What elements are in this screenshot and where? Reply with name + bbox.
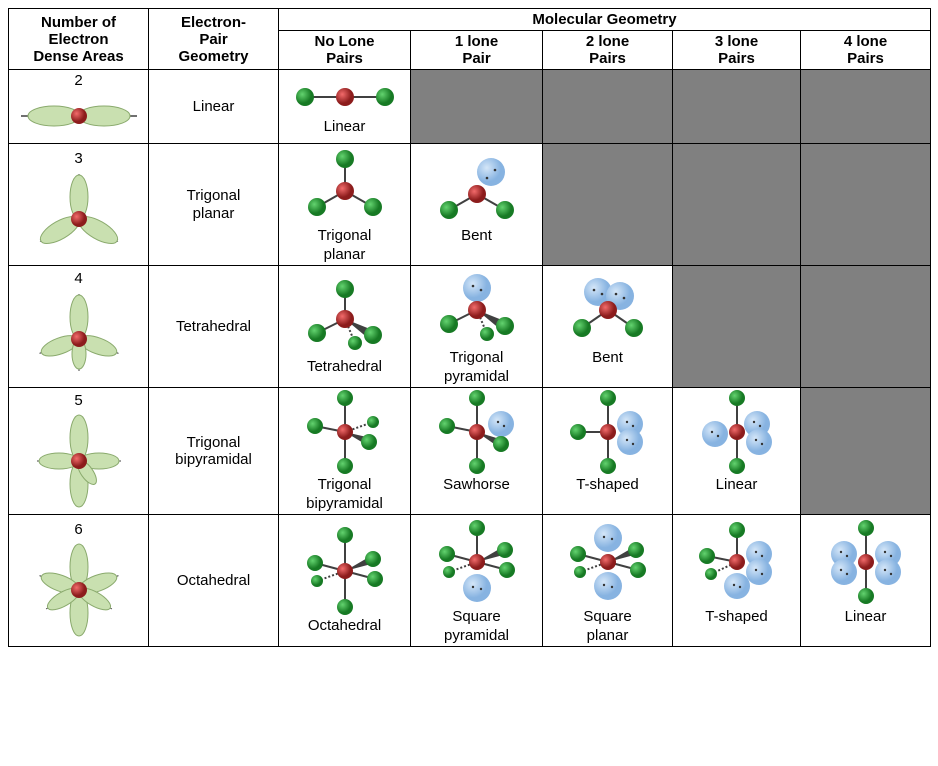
lobe-diagram-3-icon — [24, 169, 134, 259]
geometry-cell: T-shaped — [543, 388, 673, 515]
geometry-cell: Trigonal planar — [279, 144, 411, 266]
epg-cell: Trigonal planar — [149, 144, 279, 266]
geometry-cell: Bent — [543, 266, 673, 388]
bent-4-molecule-icon — [558, 268, 658, 348]
octahedral-molecule-icon — [295, 526, 395, 616]
header-3-lone-pairs: 3 lone Pairs — [673, 31, 801, 70]
empty-cell — [801, 266, 931, 388]
geometry-cell: Octahedral — [279, 515, 411, 647]
trigonal-pyramidal-molecule-icon — [427, 268, 527, 348]
header-1-lone-pair: 1 lone Pair — [411, 31, 543, 70]
table-row: 5 Trigonal bipyramidal — [9, 388, 931, 515]
square-planar-molecule-icon — [558, 517, 658, 607]
linear-molecule-icon — [290, 77, 400, 117]
empty-cell — [673, 144, 801, 266]
empty-cell — [673, 70, 801, 144]
table-row: 3 Trigonal planar — [9, 144, 931, 266]
lobe-diagram-5-icon — [24, 411, 134, 511]
lobe-diagram-6-icon — [24, 540, 134, 640]
geometry-cell: Sawhorse — [411, 388, 543, 515]
table-row: 6 Octahedral — [9, 515, 931, 647]
dense-areas-cell: 6 — [9, 515, 149, 647]
geometry-cell: T-shaped — [673, 515, 801, 647]
bent-3-molecule-icon — [432, 146, 522, 226]
header-molecular-geometry: Molecular Geometry — [279, 9, 931, 31]
epg-cell: Tetrahedral — [149, 266, 279, 388]
header-electron-dense-areas: Number of Electron Dense Areas — [9, 9, 149, 70]
header-4-lone-pairs: 4 lone Pairs — [801, 31, 931, 70]
square-pyramidal-molecule-icon — [427, 517, 527, 607]
header-2-lone-pairs: 2 lone Pairs — [543, 31, 673, 70]
dense-areas-cell: 2 — [9, 70, 149, 144]
geometry-cell: Bent — [411, 144, 543, 266]
header-electron-pair-geometry: Electron- Pair Geometry — [149, 9, 279, 70]
geometry-cell: Square pyramidal — [411, 515, 543, 647]
tetrahedral-molecule-icon — [295, 277, 395, 357]
t-shaped-6-molecule-icon — [687, 517, 787, 607]
epg-cell: Linear — [149, 70, 279, 144]
lobe-diagram-2-icon — [19, 91, 139, 141]
empty-cell — [801, 388, 931, 515]
empty-cell — [543, 70, 673, 144]
header-no-lone-pairs: No Lone Pairs — [279, 31, 411, 70]
geometry-cell: Square planar — [543, 515, 673, 647]
linear-5-molecule-icon — [687, 390, 787, 475]
geometry-cell: Tetrahedral — [279, 266, 411, 388]
geometry-cell: Linear — [279, 70, 411, 144]
dense-areas-cell: 3 — [9, 144, 149, 266]
trigonal-planar-molecule-icon — [300, 146, 390, 226]
empty-cell — [543, 144, 673, 266]
vsepr-geometry-table: Number of Electron Dense Areas Electron-… — [8, 8, 931, 647]
empty-cell — [801, 144, 931, 266]
geometry-cell: Trigonal bipyramidal — [279, 388, 411, 515]
geometry-cell: Trigonal pyramidal — [411, 266, 543, 388]
geometry-cell: Linear — [801, 515, 931, 647]
dense-areas-cell: 4 — [9, 266, 149, 388]
empty-cell — [411, 70, 543, 144]
linear-6-molecule-icon — [816, 517, 916, 607]
trigonal-bipyramidal-molecule-icon — [295, 390, 395, 475]
empty-cell — [673, 266, 801, 388]
epg-cell: Octahedral — [149, 515, 279, 647]
table-row: 2 Linear — [9, 70, 931, 144]
t-shaped-5-molecule-icon — [558, 390, 658, 475]
empty-cell — [801, 70, 931, 144]
sawhorse-molecule-icon — [427, 390, 527, 475]
table-row: 4 Tetrahedral — [9, 266, 931, 388]
geometry-cell: Linear — [673, 388, 801, 515]
epg-cell: Trigonal bipyramidal — [149, 388, 279, 515]
lobe-diagram-4-icon — [24, 289, 134, 384]
dense-areas-cell: 5 — [9, 388, 149, 515]
